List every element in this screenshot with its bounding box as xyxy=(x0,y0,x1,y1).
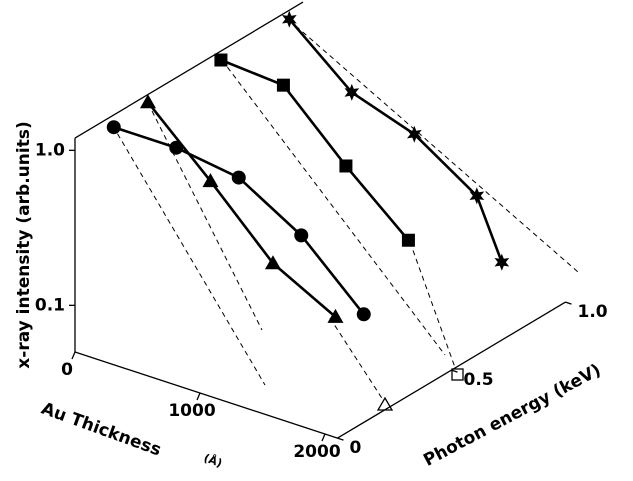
y-tick xyxy=(337,437,344,441)
floor-marker xyxy=(451,368,464,381)
marker xyxy=(339,159,353,173)
fit-line xyxy=(112,125,266,386)
fit-line xyxy=(147,102,263,331)
y-tick-label: 1.0 xyxy=(578,302,608,322)
z-tick-label: 0.1 xyxy=(35,295,65,315)
marker xyxy=(231,170,246,185)
z-tick-label: 1.0 xyxy=(35,140,65,160)
marker xyxy=(344,83,360,101)
fit-line xyxy=(329,317,386,404)
back-edge xyxy=(74,1,304,139)
x-tick-label: 2000 xyxy=(293,442,340,462)
marker xyxy=(494,253,510,271)
x-axis-unit: (Å) xyxy=(202,451,224,470)
marker xyxy=(106,120,121,135)
marker xyxy=(202,173,219,188)
marker xyxy=(282,10,297,28)
marker xyxy=(139,94,156,109)
marker xyxy=(276,78,290,92)
y-axis-label: Photon energy (keV) xyxy=(420,360,604,471)
x-tick-label: 0 xyxy=(61,360,73,380)
fit-line xyxy=(221,59,446,356)
floor-marker xyxy=(376,396,394,411)
x-tick xyxy=(71,351,76,360)
marker xyxy=(214,53,228,67)
y-tick xyxy=(451,369,458,373)
fit-line xyxy=(409,241,458,374)
x-axis xyxy=(74,351,338,439)
y-tick xyxy=(565,301,572,305)
marker xyxy=(356,307,371,322)
marker xyxy=(264,255,281,270)
x-axis-label: Au Thickness xyxy=(39,399,164,461)
marker xyxy=(401,233,415,247)
line xyxy=(220,58,410,242)
line xyxy=(146,101,337,318)
marker xyxy=(469,187,485,205)
fit-lines xyxy=(112,19,579,404)
z-axis-label: x-ray intensity (arb.units) xyxy=(14,121,34,368)
marker xyxy=(327,308,344,323)
fit-line xyxy=(288,19,579,273)
x-tick xyxy=(196,392,201,401)
y-tick-label: 0.5 xyxy=(464,370,494,390)
x-tick-label: 1000 xyxy=(168,401,215,421)
y-tick-label: 0 xyxy=(350,438,362,458)
marker xyxy=(407,125,422,143)
line xyxy=(113,125,365,316)
marker xyxy=(294,228,309,243)
x-tick xyxy=(321,433,326,442)
